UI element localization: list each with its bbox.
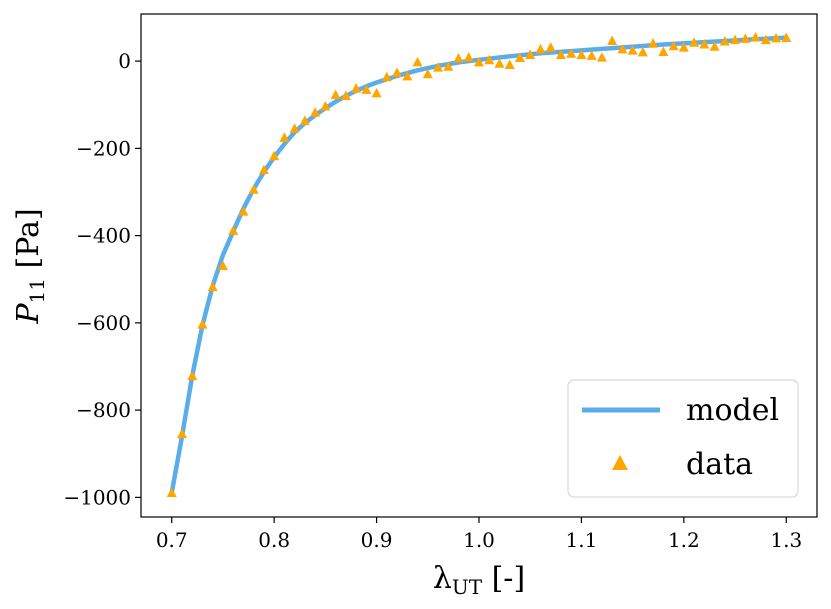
data-point <box>433 62 444 72</box>
data-point <box>576 49 587 60</box>
data-point <box>781 32 792 42</box>
data-point <box>453 52 464 63</box>
x-tick-label: 0.9 <box>361 528 393 552</box>
data-point <box>719 35 730 46</box>
y-axis-label-tail: [Pa] <box>11 208 46 278</box>
legend-data-label: data <box>686 447 753 482</box>
y-tick-label: −600 <box>76 311 131 335</box>
data-point <box>555 49 566 60</box>
x-axis-label-main: λ <box>433 561 452 596</box>
x-tick-label: 0.8 <box>258 528 290 552</box>
data-point <box>402 70 413 81</box>
data-point <box>340 90 351 101</box>
data-point <box>207 281 218 292</box>
data-point <box>197 319 208 329</box>
data-point <box>504 59 515 70</box>
data-point <box>371 87 382 98</box>
y-axis: −1000 −800 −600 −400 −200 0 <box>63 49 141 509</box>
data-point <box>668 40 679 51</box>
data-point <box>514 52 525 63</box>
data-point <box>381 71 392 82</box>
x-tick-label: 1.2 <box>668 528 700 552</box>
data-point <box>484 54 495 65</box>
data-point <box>248 184 259 194</box>
data-point <box>258 164 269 175</box>
data-point <box>607 35 618 46</box>
data-point <box>750 32 761 42</box>
data-point <box>361 84 372 94</box>
x-tick-label: 1.3 <box>770 528 802 552</box>
data-point <box>760 34 771 45</box>
data-point <box>637 46 648 57</box>
data-point <box>689 37 700 47</box>
data-point <box>596 52 607 62</box>
y-axis-label: P11 [Pa] <box>11 208 49 324</box>
data-point <box>320 100 331 111</box>
data-point <box>586 50 597 60</box>
data-point <box>617 43 628 54</box>
data-point <box>392 67 403 77</box>
legend-model-label: model <box>686 393 779 428</box>
data-point <box>422 68 433 79</box>
data-point <box>771 32 782 43</box>
y-tick-label: 0 <box>118 49 131 73</box>
x-axis-label-sub: UT <box>452 575 483 599</box>
data-point <box>535 43 546 54</box>
data-point <box>228 225 239 235</box>
data-point <box>330 89 341 100</box>
data-point <box>166 487 177 498</box>
data-point <box>238 206 249 216</box>
data-point <box>443 61 454 71</box>
data-point <box>310 107 321 117</box>
y-tick-label: −800 <box>76 398 131 422</box>
x-tick-label: 0.7 <box>156 528 188 552</box>
data-point <box>217 260 228 271</box>
y-tick-label: −1000 <box>63 485 131 509</box>
x-axis-label: λUT [-] <box>433 561 525 599</box>
data-point <box>299 115 310 125</box>
data-point <box>648 38 659 48</box>
data-point <box>658 46 669 56</box>
data-point <box>187 370 198 381</box>
data-point <box>566 48 577 58</box>
data-point <box>289 123 300 133</box>
data-point <box>699 39 710 49</box>
data-point <box>709 41 720 51</box>
data-point <box>351 83 362 93</box>
x-axis: 0.7 0.8 0.9 1.0 1.1 1.2 1.3 <box>156 517 802 552</box>
data-point <box>678 42 689 52</box>
data-point <box>494 58 505 68</box>
model-line <box>169 35 789 496</box>
data-point <box>740 33 751 43</box>
y-tick-label: −200 <box>76 136 131 160</box>
y-tick-label: −400 <box>76 224 131 248</box>
legend-data-swatch <box>612 455 628 470</box>
legend: model data <box>567 379 799 498</box>
data-point <box>545 42 556 52</box>
data-point <box>525 49 536 60</box>
data-point <box>176 428 187 439</box>
data-point <box>730 34 741 45</box>
x-axis-label-tail: [-] <box>482 561 525 596</box>
data-point <box>412 56 423 67</box>
data-point <box>627 45 638 55</box>
data-point <box>463 52 474 62</box>
x-tick-label: 1.0 <box>463 528 495 552</box>
data-point <box>279 132 290 142</box>
y-axis-label-sub: 11 <box>25 278 49 303</box>
data-point <box>474 56 484 67</box>
y-axis-label-main: P <box>11 303 46 325</box>
data-point <box>269 150 280 161</box>
x-tick-label: 1.1 <box>566 528 598 552</box>
